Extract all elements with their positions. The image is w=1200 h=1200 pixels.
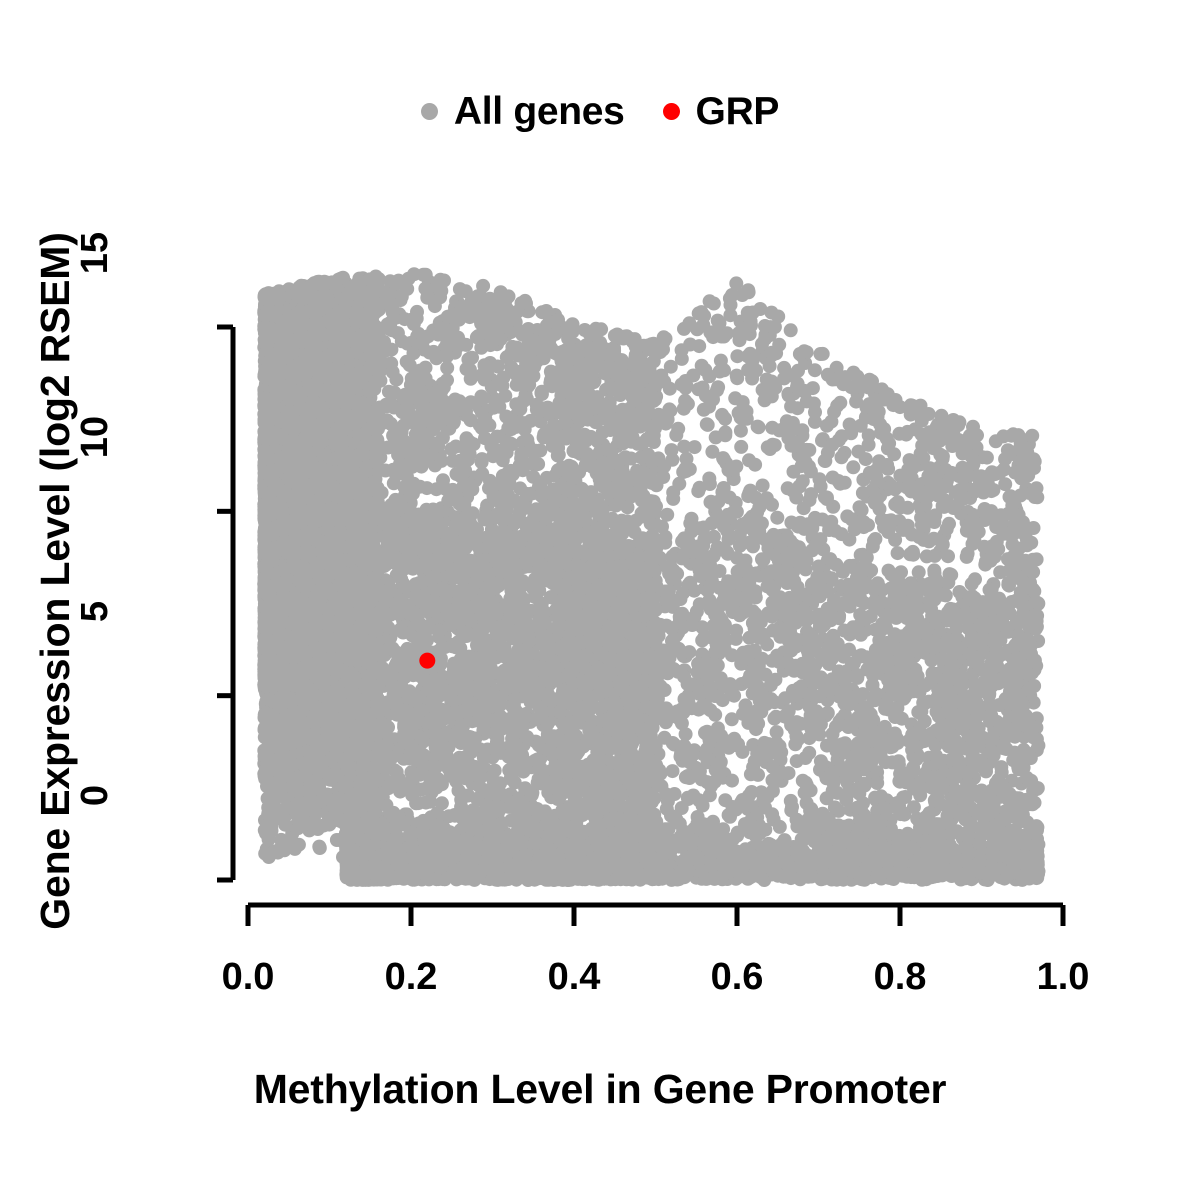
legend-entry-grp[interactable]: GRP <box>662 89 780 133</box>
x-tick-label-0-4: 0.4 <box>547 956 601 998</box>
x-tick-label-0-8: 0.8 <box>873 956 927 998</box>
x-axis-label: Methylation Level in Gene Promoter <box>253 1066 947 1112</box>
y-tick-label-5: 5 <box>74 600 116 622</box>
y-axis-label: Gene Expression Level (log2 RSEM) <box>32 232 78 930</box>
legend-entry-all-genes[interactable]: All genes <box>420 89 625 133</box>
x-tick-label-0-2: 0.2 <box>384 956 438 998</box>
y-axis-label-wrapper: Gene Expression Level (log2 RSEM) <box>29 0 81 1181</box>
axis-lines-layer <box>217 324 1066 926</box>
gray-dot-icon <box>420 102 438 120</box>
data-points-layer <box>257 267 1046 887</box>
y-tick-label-0: 0 <box>74 785 116 807</box>
x-tick-label-0-6: 0.6 <box>710 956 764 998</box>
y-tick-label-15: 15 <box>74 232 116 275</box>
x-tick-label-1-0: 1.0 <box>1036 956 1090 998</box>
legend-label-all-genes: All genes <box>453 89 625 133</box>
legend-label-grp: GRP <box>695 89 780 133</box>
grp-point-layer[interactable] <box>419 652 436 669</box>
x-tick-label-0-0: 0.0 <box>221 956 275 998</box>
red-dot-icon <box>662 102 680 120</box>
y-tick-label-10: 10 <box>74 416 116 459</box>
grp-data-point[interactable] <box>419 652 436 669</box>
chart-legend: All genes GRP <box>0 82 1200 140</box>
